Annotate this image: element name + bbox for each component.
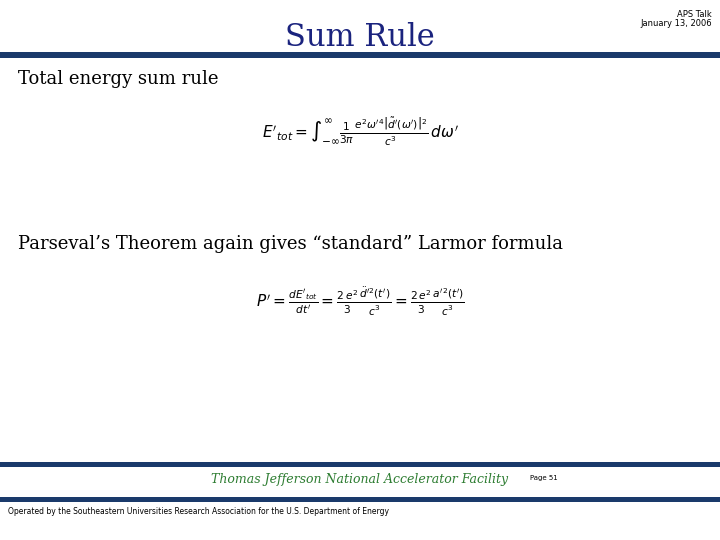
Text: Operated by the Southeastern Universities Research Association for the U.S. Depa: Operated by the Southeastern Universitie…	[8, 507, 389, 516]
Text: Total energy sum rule: Total energy sum rule	[18, 70, 218, 88]
Bar	[0, 497, 720, 502]
Text: $E'_{tot} = \int_{-\infty}^{\infty} \frac{1}{3\pi} \frac{e^2 \omega'^4 \left|\ti: $E'_{tot} = \int_{-\infty}^{\infty} \fra…	[261, 115, 459, 147]
Text: Parseval’s Theorem again gives “standard” Larmor formula: Parseval’s Theorem again gives “standard…	[18, 235, 563, 253]
Text: $P' = \frac{dE'_{tot}}{dt'} = \frac{2\,e^2}{3} \frac{\ddot{d}'^2(t')}{c^3} = \fr: $P' = \frac{dE'_{tot}}{dt'} = \frac{2\,e…	[256, 285, 464, 318]
Text: January 13, 2006: January 13, 2006	[640, 19, 712, 28]
Text: APS Talk: APS Talk	[678, 10, 712, 19]
Text: Sum Rule: Sum Rule	[285, 22, 435, 53]
Text: Thomas Jefferson National Accelerator Facility: Thomas Jefferson National Accelerator Fa…	[212, 473, 508, 486]
Text: Page 51: Page 51	[530, 475, 558, 481]
Bar	[0, 52, 720, 58]
Bar	[0, 462, 720, 467]
